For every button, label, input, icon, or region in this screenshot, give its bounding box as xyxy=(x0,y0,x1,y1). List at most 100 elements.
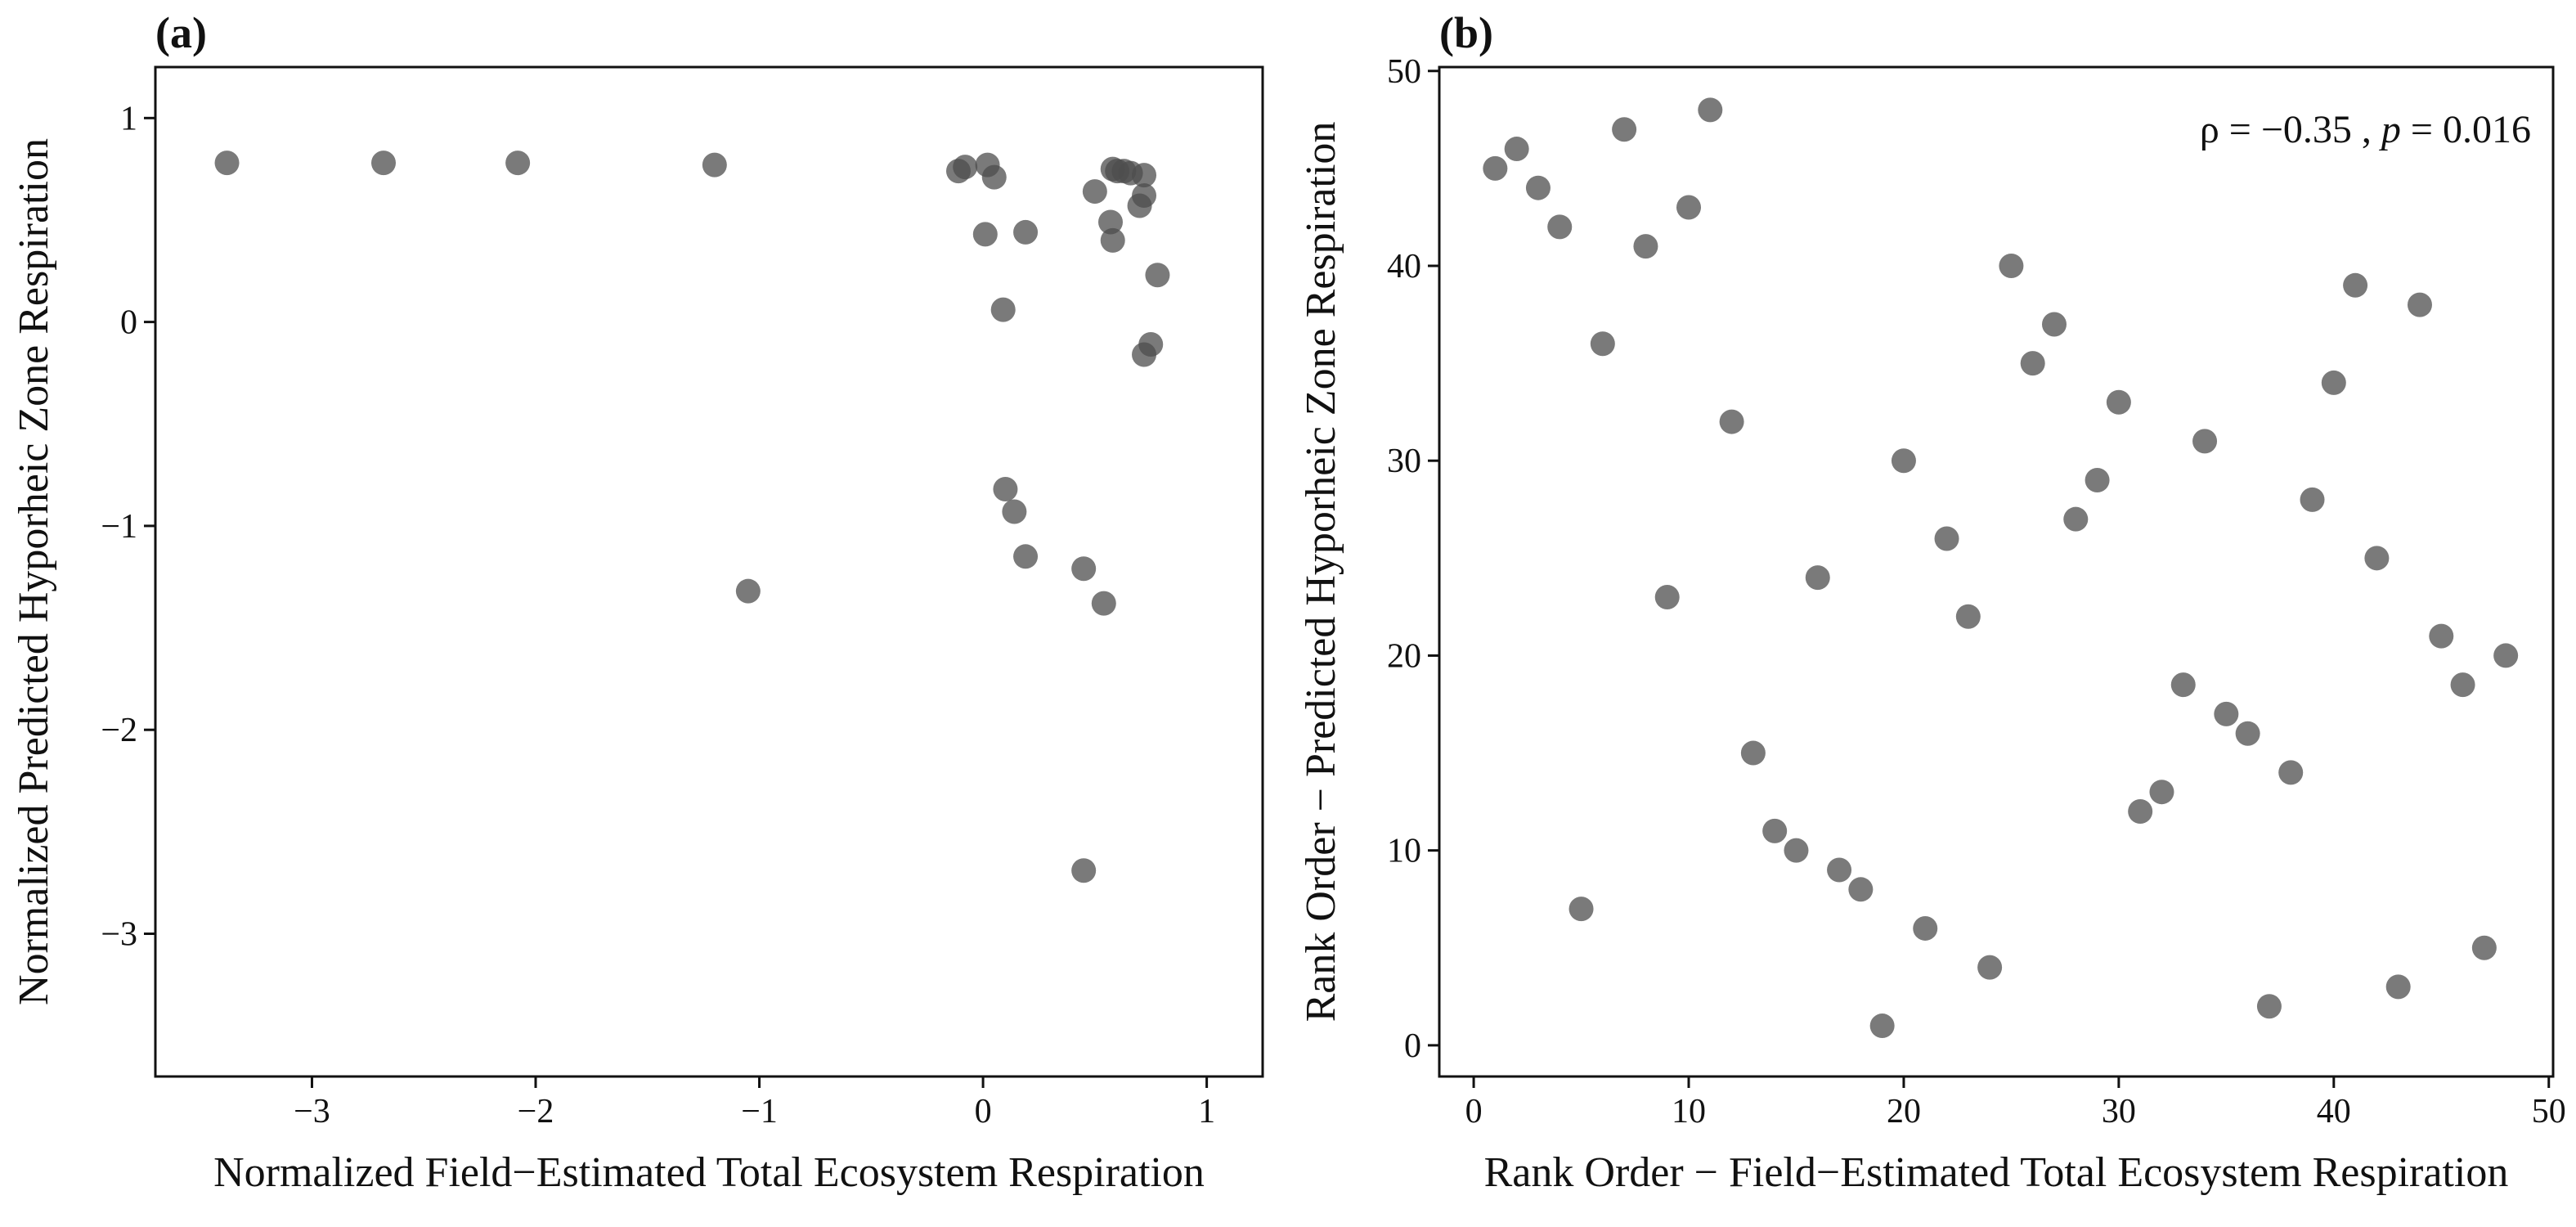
y-tick-label: 1 xyxy=(120,100,137,137)
x-tick-label: 0 xyxy=(1465,1093,1483,1130)
data-point xyxy=(2192,429,2218,454)
data-point xyxy=(1698,97,1723,123)
data-point xyxy=(1013,544,1039,569)
data-point xyxy=(1590,331,1615,357)
data-point xyxy=(993,477,1018,502)
data-point xyxy=(1740,740,1766,766)
data-point xyxy=(1955,604,1981,629)
data-point xyxy=(1100,227,1125,253)
panel-b-x-axis-title: Rank Order − Field−Estimated Total Ecosy… xyxy=(1484,1149,2509,1196)
data-point xyxy=(214,151,240,176)
data-point xyxy=(1805,565,1830,591)
data-point xyxy=(1132,163,1157,188)
data-point xyxy=(1097,209,1123,235)
data-point xyxy=(1071,858,1097,883)
x-tick-label: 50 xyxy=(2532,1093,2566,1130)
data-point xyxy=(953,155,978,180)
data-point xyxy=(505,151,531,176)
data-point xyxy=(1082,179,1107,204)
data-point xyxy=(1762,818,1788,843)
data-point xyxy=(2278,760,2304,785)
data-point xyxy=(2321,370,2346,395)
data-point xyxy=(2214,701,2239,726)
panel-a-points xyxy=(214,151,1170,883)
panel-b-correlation-annotation: ρ = −0.35 , p = 0.016 xyxy=(2200,108,2531,151)
panel-b-y-ticks: 0 10 20 30 40 50 xyxy=(1387,53,1439,1065)
panel-a: (a) −3 −2 −1 0 1 −3 −2 −1 0 1 Normalized Field−E… xyxy=(11,8,1264,1196)
data-point xyxy=(2106,389,2131,415)
data-point xyxy=(1013,219,1039,245)
data-point xyxy=(2041,312,2067,337)
data-point xyxy=(2085,468,2110,493)
data-point xyxy=(1891,448,1916,474)
panel-b-points xyxy=(1483,97,2519,1039)
panel-a-plot-frame xyxy=(154,65,1264,1078)
data-point xyxy=(981,164,1007,190)
data-point xyxy=(972,222,998,247)
data-point xyxy=(2128,799,2153,825)
x-tick-label: 1 xyxy=(1198,1093,1215,1130)
x-tick-label: 30 xyxy=(2102,1093,2136,1130)
data-point xyxy=(1977,955,2003,980)
data-point xyxy=(1934,526,1959,551)
data-point xyxy=(2385,974,2411,1000)
y-tick-label: 50 xyxy=(1387,53,1421,91)
x-tick-label: −3 xyxy=(294,1093,330,1130)
data-point xyxy=(702,152,727,178)
data-point xyxy=(1869,1014,1895,1039)
y-tick-label: 40 xyxy=(1387,248,1421,285)
y-tick-label: 30 xyxy=(1387,443,1421,480)
panel-a-x-axis-title: Normalized Field−Estimated Total Ecosyst… xyxy=(213,1149,1205,1196)
x-tick-label: −2 xyxy=(518,1093,554,1130)
data-point xyxy=(2300,487,2325,512)
data-point xyxy=(1568,897,1594,922)
p-value-text: = 0.016 xyxy=(2401,108,2531,151)
data-point xyxy=(2063,506,2089,532)
data-point xyxy=(990,297,1016,322)
panel-a-y-axis-title: Normalized Predicted Hyporheic Zone Resp… xyxy=(11,138,57,1005)
data-point xyxy=(1676,195,1702,220)
x-tick-label: 10 xyxy=(1672,1093,1706,1130)
data-point xyxy=(2429,623,2454,649)
data-point xyxy=(1827,857,1852,883)
data-point xyxy=(1913,915,1938,941)
y-tick-label: 20 xyxy=(1387,637,1421,675)
data-point xyxy=(1719,409,1744,434)
data-point xyxy=(371,151,397,176)
data-point xyxy=(1504,137,1529,162)
data-point xyxy=(1999,253,2024,278)
x-tick-label: −1 xyxy=(741,1093,778,1130)
panel-b-x-ticks: 0 10 20 30 40 50 xyxy=(1465,1076,2566,1130)
data-point xyxy=(2235,721,2260,746)
x-tick-label: 20 xyxy=(1887,1093,1921,1130)
panel-b-label: (b) xyxy=(1439,8,1493,57)
data-point xyxy=(1091,591,1116,616)
panel-a-label: (a) xyxy=(155,8,207,57)
panel-b: (b) 0 10 20 30 40 50 0 10 20 30 40 50 ρ = −0.35 , … xyxy=(1298,8,2566,1196)
data-point xyxy=(1612,117,1637,142)
data-point xyxy=(2020,351,2045,376)
panel-a-x-ticks: −3 −2 −1 0 1 xyxy=(294,1076,1215,1130)
data-point xyxy=(1525,175,1551,200)
data-point xyxy=(1848,877,1874,902)
x-tick-label: 0 xyxy=(975,1093,992,1130)
data-point xyxy=(2493,643,2519,668)
data-point xyxy=(1483,155,1508,181)
panel-b-y-axis-title: Rank Order − Predicted Hyporheic Zone Re… xyxy=(1298,122,1344,1022)
data-point xyxy=(735,578,761,604)
rho-text: ρ = −0.35 , xyxy=(2200,108,2381,151)
data-point xyxy=(2364,546,2390,571)
data-point xyxy=(1145,263,1170,288)
data-point xyxy=(2343,272,2368,298)
panel-a-y-ticks: −3 −2 −1 0 1 xyxy=(101,100,155,953)
y-tick-label: 0 xyxy=(120,304,137,342)
y-tick-label: −2 xyxy=(101,712,137,749)
data-point xyxy=(2256,994,2282,1019)
data-point xyxy=(2471,935,2497,960)
data-point xyxy=(1654,584,1680,609)
y-tick-label: 0 xyxy=(1404,1027,1421,1065)
data-point xyxy=(1132,342,1157,367)
data-point xyxy=(1071,556,1097,582)
data-point xyxy=(1633,234,1658,259)
